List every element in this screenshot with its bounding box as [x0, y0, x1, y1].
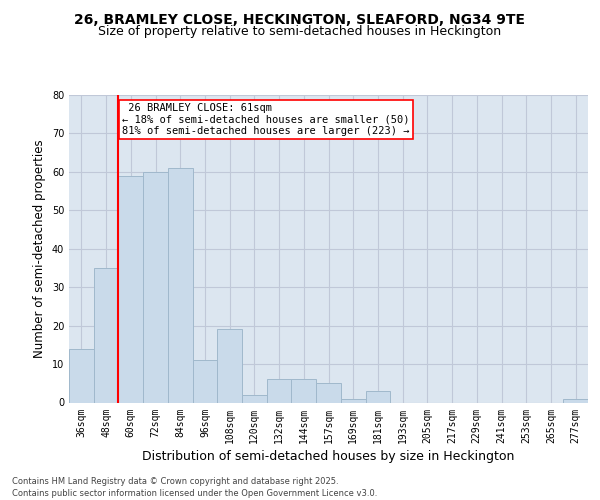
Bar: [316, 384, 341, 402]
Text: Contains HM Land Registry data © Crown copyright and database right 2025.: Contains HM Land Registry data © Crown c…: [12, 478, 338, 486]
Bar: [292, 380, 316, 402]
Text: 26, BRAMLEY CLOSE, HECKINGTON, SLEAFORD, NG34 9TE: 26, BRAMLEY CLOSE, HECKINGTON, SLEAFORD,…: [74, 12, 526, 26]
Bar: [365, 391, 390, 402]
Bar: [563, 398, 588, 402]
X-axis label: Distribution of semi-detached houses by size in Heckington: Distribution of semi-detached houses by …: [142, 450, 515, 462]
Bar: [94, 268, 118, 402]
Bar: [143, 172, 168, 402]
Bar: [69, 348, 94, 403]
Bar: [193, 360, 217, 403]
Bar: [341, 398, 365, 402]
Bar: [118, 176, 143, 402]
Y-axis label: Number of semi-detached properties: Number of semi-detached properties: [33, 140, 46, 358]
Text: Size of property relative to semi-detached houses in Heckington: Size of property relative to semi-detach…: [98, 25, 502, 38]
Text: 26 BRAMLEY CLOSE: 61sqm
← 18% of semi-detached houses are smaller (50)
81% of se: 26 BRAMLEY CLOSE: 61sqm ← 18% of semi-de…: [122, 102, 410, 136]
Bar: [217, 330, 242, 402]
Bar: [267, 380, 292, 402]
Bar: [168, 168, 193, 402]
Bar: [242, 395, 267, 402]
Text: Contains public sector information licensed under the Open Government Licence v3: Contains public sector information licen…: [12, 489, 377, 498]
